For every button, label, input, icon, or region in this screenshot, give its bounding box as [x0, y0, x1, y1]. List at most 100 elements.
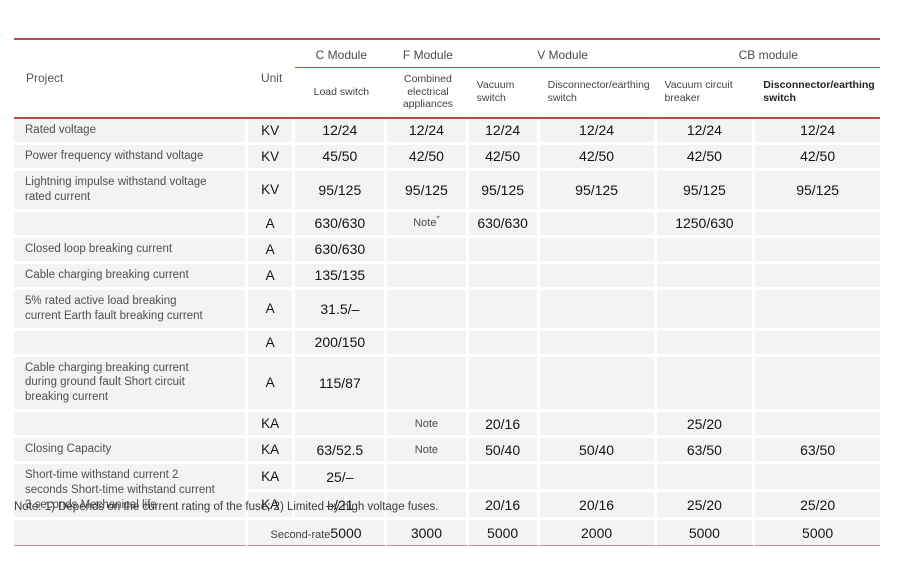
table-row: KA Note 20/16 25/20	[14, 412, 880, 439]
value-cell: 95/125	[295, 170, 388, 212]
value-cell	[539, 356, 657, 413]
col-header-unit: Unit	[247, 40, 296, 119]
project-cell: Power frequency withstand voltage	[14, 144, 248, 171]
value-cell: 45/50	[295, 144, 388, 171]
table-row: Closing Capacity KA 63/52.5 Note 50/40 50/40 6…	[14, 438, 880, 465]
project-cell: Cable charging breaking current during g…	[14, 356, 248, 413]
value-cell	[387, 464, 469, 493]
value-cell	[755, 289, 880, 331]
project-cell: 5% rated active load breaking current Ea…	[14, 289, 248, 331]
value-cell: 95/125	[656, 170, 756, 212]
table-row: A 200/150	[14, 330, 880, 357]
value-cell: 12/24	[539, 118, 657, 145]
project-cell	[14, 520, 248, 547]
value-cell	[468, 237, 540, 264]
value-cell: 12/24	[468, 118, 540, 145]
unit-cell: KA	[247, 438, 296, 465]
col-header-cb-disconnector-earthing-switch: Disconnector/earthing switch	[755, 68, 880, 119]
value-cell: 42/50	[755, 144, 880, 171]
note-superscript: *	[436, 214, 440, 224]
value-cell: 135/135	[295, 263, 388, 290]
footnote: Note: 1) Depends on the current rating o…	[14, 501, 439, 513]
spec-table-body: Rated voltage KV 12/24 12/24 12/24 12/24 12/24…	[14, 118, 880, 547]
value-cell: 630/630	[295, 211, 388, 238]
value-cell	[656, 356, 756, 413]
col-header-v-disconnector-earthing-switch: Disconnector/earthing switch	[539, 68, 657, 119]
table-row: Second-rate5000 3000 5000 2000 5000 5000	[14, 520, 880, 547]
table-row: Short-time withstand current 2 seconds S…	[14, 464, 880, 521]
project-cell: Cable charging breaking current	[14, 263, 248, 290]
value-cell: Note	[387, 438, 469, 465]
unit-cell: A	[247, 356, 296, 413]
col-header-vacuum-circuit-breaker: Vacuum circuit breaker	[656, 68, 756, 119]
value-cell	[755, 356, 880, 413]
value-cell: 1250/630	[656, 211, 756, 238]
value-cell: 95/125	[755, 170, 880, 212]
value-cell: 115/87	[295, 356, 388, 413]
value-cell	[295, 412, 388, 439]
value-cell: 42/50	[387, 144, 469, 171]
unit-label: Second-rate	[270, 528, 331, 541]
value-cell	[468, 263, 540, 290]
sub-header-row: Load switch Combined electrical applianc…	[14, 68, 880, 119]
value-cell: 630/630	[468, 211, 540, 238]
table-row: Power frequency withstand voltage KV 45/50…	[14, 144, 880, 171]
spec-table-header: Project Unit C Module F Module V Module …	[14, 40, 880, 119]
value-cell: 5000	[755, 520, 880, 547]
value-cell	[468, 289, 540, 331]
unit-cell: KV	[247, 118, 296, 145]
unit-cell: KA	[247, 492, 296, 521]
project-cell: Rated voltage	[14, 118, 248, 145]
value-cell	[755, 412, 880, 439]
value-cell: 63/52.5	[295, 438, 388, 465]
group-header-row: Project Unit C Module F Module V Module …	[14, 40, 880, 119]
col-header-load-switch: Load switch	[295, 68, 388, 119]
project-cell: Closing Capacity	[14, 438, 248, 465]
value-cell: 42/50	[539, 144, 657, 171]
value-cell: 50/40	[539, 438, 657, 465]
value-cell: 2000	[539, 520, 657, 547]
value-cell: 200/150	[295, 330, 388, 357]
value-cell	[656, 464, 756, 493]
value-cell	[387, 263, 469, 290]
value-cell: 95/125	[387, 170, 469, 212]
value-cell	[539, 263, 657, 290]
value-cell: 3000	[387, 520, 469, 547]
group-header-cb-module: CB module	[656, 40, 880, 68]
value-cell	[656, 237, 756, 264]
unit-merged-cell: Second-rate5000	[247, 520, 388, 547]
value-cell: 12/24	[656, 118, 756, 145]
value-cell	[656, 263, 756, 290]
value-cell: 25/20	[656, 412, 756, 439]
value-cell: 12/24	[295, 118, 388, 145]
value-cell	[539, 289, 657, 331]
value-cell: 5000	[468, 520, 540, 547]
value-cell	[468, 330, 540, 357]
value-cell	[539, 237, 657, 264]
value-cell: 95/125	[539, 170, 657, 212]
value-cell: 25/–	[295, 464, 388, 493]
table-row: A 630/630 Note* 630/630 1250/630	[14, 211, 880, 238]
value-cell	[468, 464, 540, 493]
value-cell: 63/50	[755, 438, 880, 465]
group-header-f-module: F Module	[387, 40, 469, 68]
value-cell: Note	[387, 412, 469, 439]
unit-cell: A	[247, 237, 296, 264]
value-cell	[755, 263, 880, 290]
project-cell: Lightning impulse withstand voltage rate…	[14, 170, 248, 212]
value-cell: 12/24	[755, 118, 880, 145]
value-cell: 12/24	[387, 118, 469, 145]
value-cell: 95/125	[468, 170, 540, 212]
project-cell	[14, 211, 248, 238]
table-row: Cable charging breaking current A 135/135	[14, 263, 880, 290]
value-cell: 63/50	[656, 438, 756, 465]
value-cell	[387, 237, 469, 264]
value-cell	[387, 356, 469, 413]
value-cell	[539, 412, 657, 439]
table-row: Cable charging breaking current during g…	[14, 356, 880, 413]
value-cell	[387, 492, 469, 521]
unit-cell: A	[247, 289, 296, 331]
value-cell: 5000	[656, 520, 756, 547]
value-cell	[755, 237, 880, 264]
